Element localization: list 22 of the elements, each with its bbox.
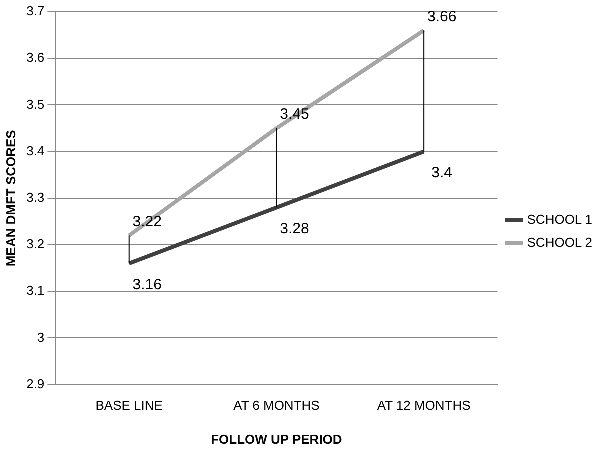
- y-tick-label: 3.6: [26, 50, 45, 66]
- data-label: 3.22: [132, 213, 162, 230]
- y-tick-label: 3: [37, 330, 45, 345]
- data-label: 3.45: [280, 106, 310, 124]
- data-label: 3.28: [280, 220, 310, 238]
- y-axis-title: MEAN DMFT SCORES: [3, 130, 18, 267]
- data-label: 3.16: [132, 276, 162, 294]
- y-tick-label: 3.3: [26, 190, 45, 205]
- y-tick-label: 3.4: [26, 143, 45, 158]
- y-tick-label: 3.2: [26, 236, 45, 252]
- x-tick-label: AT 12 MONTHS: [377, 398, 472, 414]
- data-label: 3.66: [427, 8, 457, 26]
- y-tick-label: 3.5: [26, 96, 45, 112]
- y-tick-label: 3.7: [26, 4, 45, 19]
- y-tick-label: 2.9: [26, 376, 45, 392]
- legend-label: SCHOOL 1: [527, 212, 593, 228]
- data-label: 3.4: [432, 164, 453, 182]
- x-axis-title: FOLLOW UP PERIOD: [211, 432, 342, 447]
- y-tick-label: 3.1: [26, 283, 45, 298]
- x-tick-label: BASE LINE: [96, 398, 164, 414]
- x-tick-label: AT 6 MONTHS: [234, 398, 320, 414]
- legend-label: SCHOOL 2: [527, 235, 593, 250]
